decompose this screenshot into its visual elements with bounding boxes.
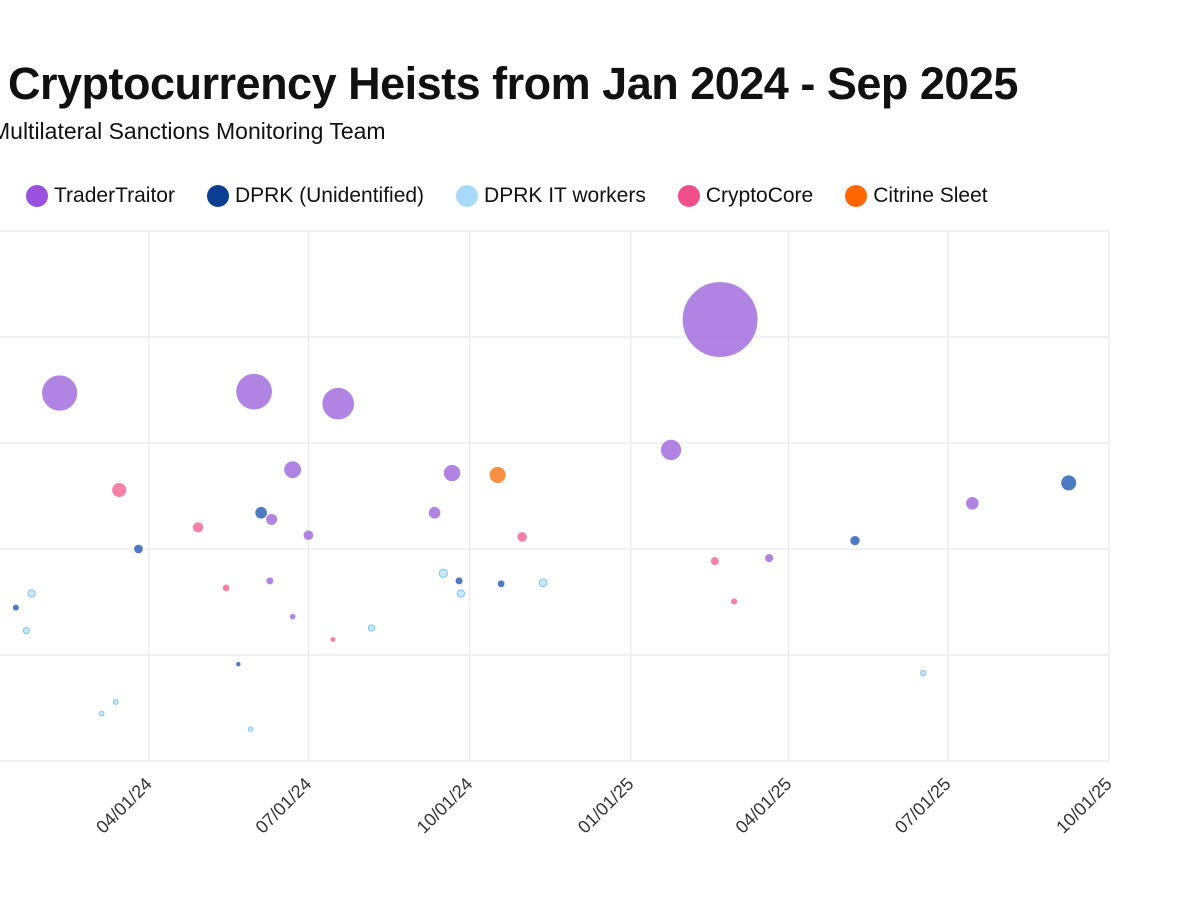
x-tick-label: 01/01/25 [574, 774, 638, 838]
bubble-tradertraitor [764, 553, 775, 564]
legend-item[interactable]: DPRK (Unidentified) [206, 184, 425, 208]
bubble-tradertraitor [660, 439, 682, 461]
bubble-tradertraitor [681, 281, 759, 358]
legend-item[interactable]: Citrine Sleet [845, 184, 988, 208]
bubble-cryptocore [111, 482, 128, 498]
bubble-cryptocore [221, 583, 231, 593]
bubble-dprk-unidentified [12, 603, 20, 612]
bubble-cryptocore [710, 556, 720, 566]
legend-swatch [845, 185, 868, 207]
bubble-dprk-it-workers [538, 578, 548, 588]
x-tick-label: 07/01/24 [252, 774, 316, 838]
bubble-tradertraitor [289, 613, 297, 621]
bubble-tradertraitor [965, 496, 980, 511]
x-tick-label: 10/01/25 [1052, 774, 1116, 838]
chart-subtitle: Multilateral Sanctions Monitoring Team [0, 118, 386, 144]
bubble-tradertraitor [265, 513, 278, 526]
bubble-tradertraitor [427, 506, 442, 520]
bubble-cryptocore [329, 636, 337, 643]
legend-item[interactable]: TraderTraitor [26, 184, 175, 208]
x-tick-label: 10/01/24 [413, 774, 477, 838]
legend-swatch [206, 185, 229, 207]
bubble-dprk-unidentified [133, 543, 144, 555]
bubble-dprk-unidentified [496, 579, 506, 589]
bubble-tradertraitor [235, 373, 273, 411]
bubble-tradertraitor [443, 464, 462, 483]
bubble-dprk-it-workers [112, 699, 119, 705]
bubble-cryptocore [516, 531, 528, 543]
x-tick-label: 04/01/24 [92, 774, 156, 838]
bubble-tradertraitor [321, 387, 355, 421]
legend-label: DPRK (Unidentified) [234, 184, 425, 207]
bubble-dprk-it-workers [22, 627, 30, 635]
x-tick-label: 04/01/25 [732, 774, 796, 838]
legend-swatch [26, 185, 48, 207]
bubble-dprk-it-workers [456, 589, 465, 598]
bubble-dprk-unidentified [454, 576, 464, 586]
bubble-cryptocore [192, 521, 205, 534]
bubble-dprk-it-workers [920, 670, 927, 677]
bubble-dprk-it-workers [367, 624, 376, 632]
legend-label: CryptoCore [705, 184, 814, 207]
bubble-dprk-it-workers [438, 568, 448, 578]
legend-item[interactable]: CryptoCore [677, 184, 814, 208]
bubble-dprk-unidentified [254, 506, 268, 520]
legend-label: Citrine Sleet [873, 184, 988, 207]
chart-title: Cryptocurrency Heists from Jan 2024 - Se… [8, 58, 1018, 109]
bubble-dprk-it-workers [247, 726, 254, 732]
bubble-tradertraitor [265, 576, 275, 586]
legend-swatch [456, 185, 479, 207]
legend-item[interactable]: DPRK IT workers [456, 184, 646, 208]
legend-label: DPRK IT workers [484, 184, 646, 207]
x-tick-label: 07/01/25 [891, 774, 955, 838]
bubble-citrine-sleet [488, 466, 507, 484]
bubble-cryptocore [730, 597, 738, 606]
bubble-dprk-it-workers [98, 710, 105, 717]
bubble-dprk-unidentified [1060, 474, 1078, 492]
legend-label: TraderTraitor [54, 184, 175, 207]
bubble-dprk-it-workers [27, 589, 36, 598]
bubble-tradertraitor [302, 529, 315, 541]
legend-swatch [677, 185, 700, 207]
bubble-dprk-unidentified [849, 535, 861, 547]
bubble-tradertraitor [41, 374, 79, 412]
bubble-tradertraitor [283, 460, 302, 479]
bubble-dprk-unidentified [235, 661, 242, 668]
legend: TraderTraitor DPRK (Unidentified) DPRK IT … [26, 184, 988, 208]
